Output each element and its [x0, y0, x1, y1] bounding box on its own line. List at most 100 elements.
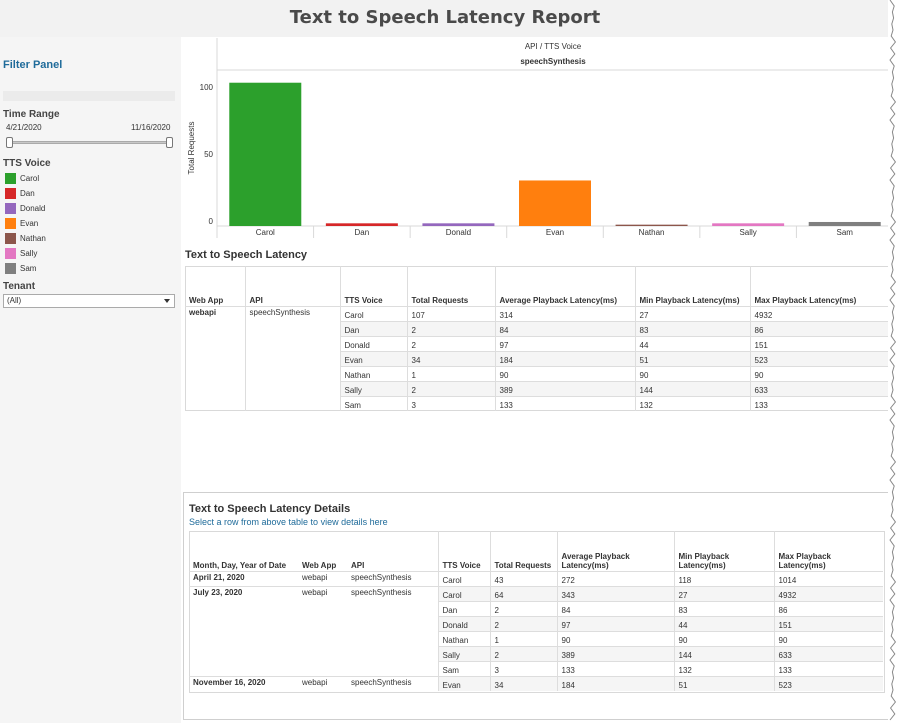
details-row[interactable]: April 21, 2020 webapi speechSynthesis Carol…: [189, 570, 883, 586]
latency-max-cell: 151: [749, 335, 889, 351]
latency-row-nathan[interactable]: Nathan 1 90 90 90: [185, 365, 889, 381]
latency-max-cell: 4932: [749, 305, 889, 321]
latency-avg-cell: 90: [494, 365, 635, 381]
x-tick-label: Dan: [355, 228, 370, 237]
latency-voice-cell: Sam: [339, 395, 407, 411]
x-tick-label: Donald: [446, 228, 471, 237]
legend-item-sally[interactable]: Sally: [5, 247, 37, 259]
legend-item-nathan[interactable]: Nathan: [5, 232, 46, 244]
details-column-header: API: [351, 560, 365, 570]
bar-donald[interactable]: [422, 223, 495, 226]
bar-evan[interactable]: [519, 180, 591, 226]
details-voice-cell: Nathan: [437, 630, 490, 646]
latency-total-cell: 1: [406, 365, 495, 381]
y-tick-label: 100: [200, 83, 214, 92]
details-row[interactable]: Dan 2 84 83 86: [189, 600, 883, 616]
latency-voice-cell: Evan: [339, 350, 407, 366]
latency-voice-cell: Donald: [339, 335, 407, 351]
legend-item-evan[interactable]: Evan: [5, 217, 38, 229]
latency-row-evan[interactable]: Evan 34 184 51 523: [185, 350, 889, 366]
details-row[interactable]: Sally 2 389 144 633: [189, 645, 883, 661]
time-range-start-handle[interactable]: [6, 137, 13, 148]
details-avg-cell: 184: [556, 675, 674, 691]
latency-voice-cell: Carol: [339, 305, 407, 321]
details-web-app-cell: webapi: [298, 675, 347, 691]
details-voice-cell: Dan: [437, 600, 490, 616]
chart-group-label: speechSynthesis: [520, 57, 586, 66]
legend-item-carol[interactable]: Carol: [5, 172, 39, 184]
details-instruction-link[interactable]: Select a row from above table to view de…: [189, 517, 388, 527]
details-column-header: Average Playback Latency(ms): [556, 531, 674, 571]
bar-dan[interactable]: [325, 223, 398, 226]
details-row[interactable]: Nathan 1 90 90 90: [189, 630, 883, 646]
legend-item-dan[interactable]: Dan: [5, 187, 35, 199]
legend-swatch: [5, 247, 16, 259]
filter-panel-title: Filter Panel: [3, 59, 63, 71]
details-avg-cell: 133: [556, 660, 674, 676]
details-voice-cell: Donald: [437, 615, 490, 631]
time-range-start: 4/21/2020: [6, 123, 42, 132]
latency-header-row: Web App API TTS Voice Total Requests Average…: [185, 266, 889, 306]
latency-row-donald[interactable]: Donald 2 97 44 151: [185, 335, 889, 351]
bar-sally[interactable]: [712, 223, 785, 226]
x-tick-label: Evan: [546, 228, 564, 237]
details-api-cell: speechSynthesis: [347, 585, 438, 676]
legend-label: Evan: [20, 218, 39, 228]
details-total-cell: 2: [489, 615, 557, 631]
bar-chart-svg: API / TTS Voice speechSynthesis Total Re…: [187, 38, 893, 238]
filter-panel: Filter Panel Time Range 4/21/2020 11/16/…: [0, 37, 181, 723]
details-column-header: Web App: [302, 560, 337, 570]
bar-nathan[interactable]: [615, 224, 688, 226]
legend-item-sam[interactable]: Sam: [5, 262, 36, 274]
time-range-slider[interactable]: [8, 141, 172, 144]
latency-column-header: Min Playback Latency(ms): [634, 266, 750, 306]
legend-item-donald[interactable]: Donald: [5, 202, 45, 214]
latency-column-header: Max Playback Latency(ms): [749, 266, 889, 306]
details-avg-cell: 97: [556, 615, 674, 631]
latency-table: Web App API TTS Voice Total Requests Average…: [185, 266, 889, 411]
details-min-cell: 132: [673, 660, 774, 676]
details-web-app-cell: webapi: [298, 570, 347, 586]
latency-max-cell: 90: [749, 365, 889, 381]
time-range-end-handle[interactable]: [166, 137, 173, 148]
details-row[interactable]: November 16, 2020 webapi speechSynthesis Ev…: [189, 675, 883, 691]
latency-section-title: Text to Speech Latency: [185, 249, 308, 261]
details-min-cell: 44: [673, 615, 774, 631]
chart-header-path: API / TTS Voice: [525, 42, 582, 51]
details-header-row: Month, Day, Year of Date Web App API TTS Vo…: [189, 531, 883, 571]
latency-avg-cell: 84: [494, 320, 635, 336]
latency-voice-cell: Sally: [339, 380, 407, 396]
latency-max-cell: 86: [749, 320, 889, 336]
bar-carol[interactable]: [229, 82, 302, 226]
x-tick-label: Sally: [739, 228, 756, 237]
details-row[interactable]: Donald 2 97 44 151: [189, 615, 883, 631]
latency-avg-cell: 97: [494, 335, 635, 351]
tenant-dropdown[interactable]: (All): [3, 294, 175, 308]
y-tick-label: 50: [204, 150, 213, 159]
details-min-cell: 144: [673, 645, 774, 661]
latency-min-cell: 90: [634, 365, 750, 381]
latency-column-header: Average Playback Latency(ms): [494, 266, 635, 306]
details-row[interactable]: July 23, 2020 webapi speechSynthesis Carol 6…: [189, 585, 883, 676]
legend-label: Carol: [20, 173, 40, 183]
latency-row-sally[interactable]: Sally 2 389 144 633: [185, 380, 889, 396]
sidebar-divider: [3, 91, 175, 101]
details-row[interactable]: Sam 3 133 132 133: [189, 660, 883, 676]
details-max-cell: 633: [773, 645, 883, 661]
details-column-header: Month, Day, Year of Date: [193, 560, 287, 570]
chevron-down-icon: [164, 299, 170, 303]
legend-swatch: [5, 232, 16, 244]
details-total-cell: 64: [489, 585, 557, 601]
latency-voice-cell: Dan: [339, 320, 407, 336]
details-column-header: Min Playback Latency(ms): [673, 531, 774, 571]
details-min-cell: 83: [673, 600, 774, 616]
latency-row-carol[interactable]: webapi speechSynthesis Carol 107 314 27 4932: [185, 305, 889, 411]
bar-sam[interactable]: [808, 221, 881, 226]
latency-row-dan[interactable]: Dan 2 84 83 86: [185, 320, 889, 336]
details-max-cell: 86: [773, 600, 883, 616]
latency-row-sam[interactable]: Sam 3 133 132 133: [185, 395, 889, 411]
details-max-cell: 4932: [773, 585, 883, 601]
details-table: Month, Day, Year of Date Web App API TTS Vo…: [189, 531, 883, 691]
details-voice-cell: Carol: [437, 570, 490, 586]
latency-avg-cell: 389: [494, 380, 635, 396]
